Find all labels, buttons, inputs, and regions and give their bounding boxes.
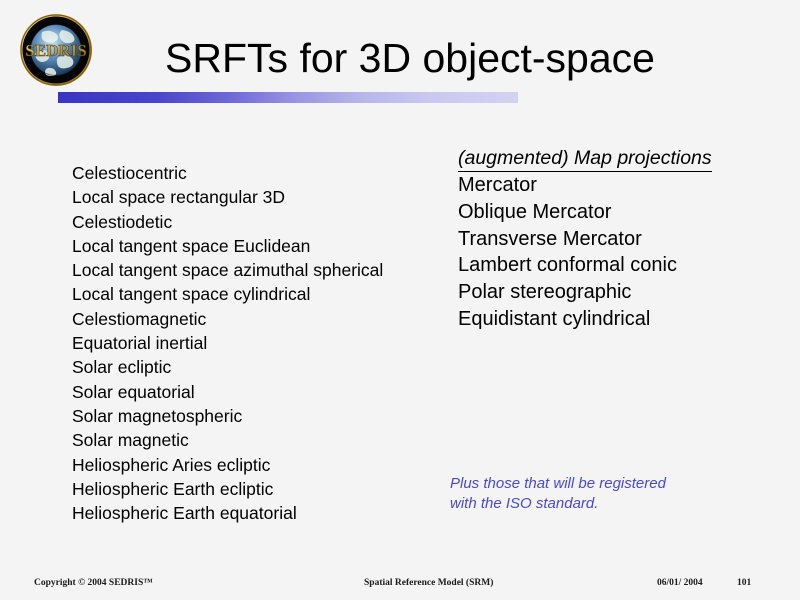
list-item: Solar magnetospheric bbox=[72, 405, 243, 426]
note-line-1: Plus those that will be registered bbox=[450, 475, 666, 492]
title-gradient-divider bbox=[58, 92, 518, 103]
sedris-globe-logo-icon: SEDRIS bbox=[18, 12, 94, 88]
list-item: Equidistant cylindrical bbox=[458, 307, 651, 330]
list-item: Mercator bbox=[458, 174, 537, 196]
footer-date: 06/01/ 2004 bbox=[657, 578, 703, 588]
footer-copyright: Copyright © 2004 SEDRIS™ bbox=[34, 578, 153, 588]
list-item: Solar magnetic bbox=[72, 430, 189, 451]
list-item: Local tangent space cylindrical bbox=[72, 284, 311, 305]
slide-title: SRFTs for 3D object-space bbox=[165, 35, 655, 81]
list-item: Celestiomagnetic bbox=[72, 308, 207, 329]
list-item: Solar ecliptic bbox=[72, 357, 172, 378]
list-item: Heliospheric Earth equatorial bbox=[72, 503, 297, 524]
map-projections-group: (augmented) Map projections Mercator Obl… bbox=[458, 145, 778, 333]
list-item: Lambert conformal conic bbox=[458, 254, 677, 277]
list-item: Transverse Mercator bbox=[458, 227, 642, 250]
list-item: Celestiocentric bbox=[72, 163, 187, 183]
list-item: Local tangent space azimuthal spherical bbox=[72, 260, 384, 281]
sedris-wordmark: SEDRIS bbox=[25, 41, 86, 60]
list-item: Heliospheric Earth ecliptic bbox=[72, 478, 274, 499]
list-item: Solar equatorial bbox=[72, 381, 195, 402]
list-item: Local space rectangular 3D bbox=[72, 187, 286, 208]
srft-list-left: Celestiocentric Local space rectangular … bbox=[72, 161, 444, 525]
list-item: Local tangent space Euclidean bbox=[72, 235, 311, 256]
list-item: Equatorial inertial bbox=[72, 333, 208, 354]
footer-document-title: Spatial Reference Model (SRM) bbox=[364, 578, 494, 588]
map-projections-heading: (augmented) Map projections bbox=[458, 145, 712, 172]
footer-page-number: 101 bbox=[737, 578, 752, 588]
list-item: Heliospheric Aries ecliptic bbox=[72, 454, 271, 475]
note-line-2: with the ISO standard. bbox=[450, 495, 599, 512]
list-item: Oblique Mercator bbox=[458, 200, 612, 223]
iso-registration-note: Plus those that will be registered with … bbox=[450, 474, 740, 514]
map-projections-heading-wrap: (augmented) Map projections bbox=[458, 145, 778, 172]
list-item: Celestiodetic bbox=[72, 211, 173, 232]
list-item: Polar stereographic bbox=[458, 281, 632, 304]
